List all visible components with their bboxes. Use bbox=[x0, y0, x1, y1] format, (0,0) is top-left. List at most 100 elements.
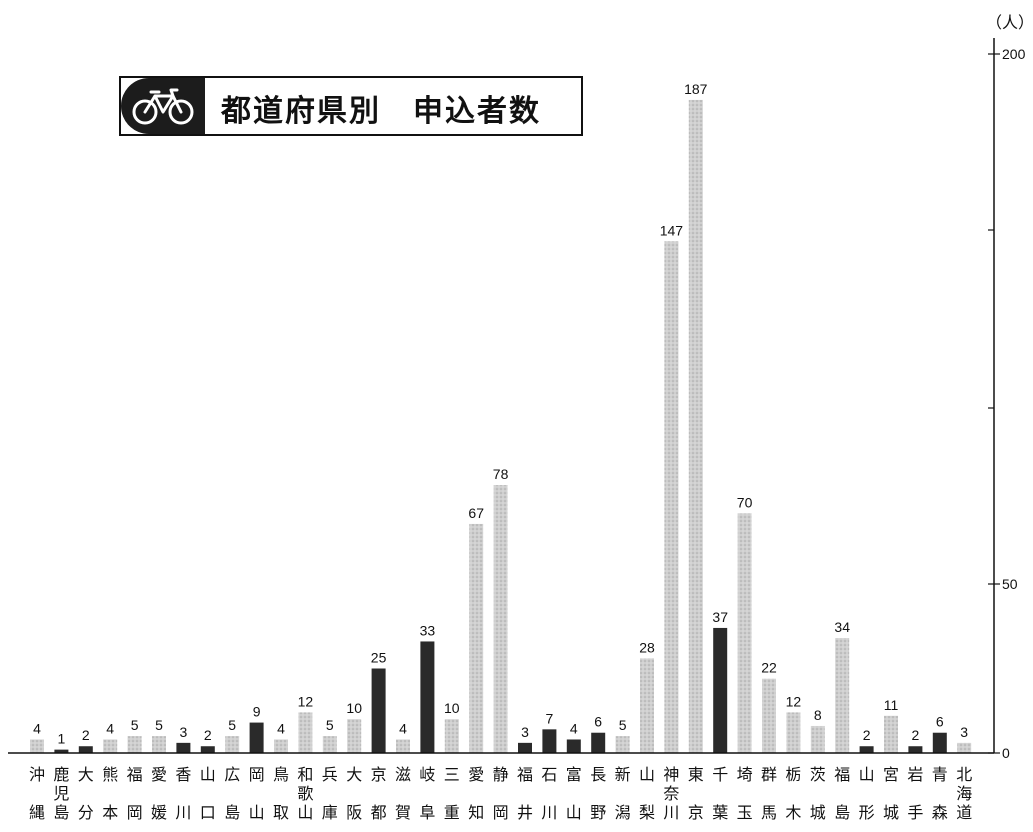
bar-山梨 bbox=[640, 658, 654, 753]
category-label-大分: 大分 bbox=[78, 765, 94, 822]
y-axis-unit-label: （人） bbox=[986, 13, 1033, 32]
bar-鳥取 bbox=[274, 739, 288, 753]
category-label-埼玉: 埼玉 bbox=[737, 765, 753, 822]
bar-長野 bbox=[591, 732, 606, 753]
category-label-新潟: 新潟 bbox=[615, 765, 631, 822]
data-label-北海道: 3 bbox=[960, 724, 968, 740]
category-label-福島: 福島 bbox=[834, 765, 850, 822]
bar-岐阜 bbox=[420, 641, 435, 753]
category-label-熊本: 熊本 bbox=[102, 765, 118, 822]
bar-栃木 bbox=[786, 712, 801, 753]
category-label-静岡: 静岡 bbox=[493, 765, 509, 822]
data-label-兵庫: 5 bbox=[326, 717, 334, 733]
data-label-岡山: 9 bbox=[253, 704, 261, 720]
data-label-東京: 187 bbox=[684, 81, 708, 97]
category-label-鹿児島: 鹿児島 bbox=[53, 765, 69, 822]
data-label-愛媛: 5 bbox=[155, 717, 163, 733]
data-label-宮城: 11 bbox=[884, 697, 899, 713]
data-label-千葉: 37 bbox=[712, 609, 728, 625]
category-label-東京: 東京 bbox=[688, 765, 704, 822]
category-label-滋賀: 滋賀 bbox=[395, 765, 411, 822]
bar-茨城 bbox=[810, 725, 825, 753]
data-label-鳥取: 4 bbox=[277, 720, 285, 736]
category-label-和歌山: 和歌山 bbox=[297, 765, 313, 822]
category-label-山口: 山口 bbox=[200, 765, 216, 822]
category-label-栃木: 栃木 bbox=[785, 765, 801, 822]
data-label-福岡: 5 bbox=[131, 717, 139, 733]
category-label-岐阜: 岐阜 bbox=[419, 765, 435, 822]
category-label-群馬: 群馬 bbox=[761, 765, 777, 822]
bar-岡山 bbox=[249, 722, 264, 753]
bar-和歌山 bbox=[298, 712, 313, 753]
data-label-福井: 3 bbox=[521, 724, 529, 740]
bar-北海道 bbox=[957, 742, 972, 753]
data-label-鹿児島: 1 bbox=[58, 731, 66, 747]
data-label-和歌山: 12 bbox=[298, 693, 314, 709]
data-label-山梨: 28 bbox=[639, 639, 655, 655]
data-label-山形: 2 bbox=[863, 727, 871, 743]
category-label-岡山: 岡山 bbox=[249, 765, 265, 822]
data-label-三重: 10 bbox=[444, 700, 460, 716]
category-label-茨城: 茨城 bbox=[810, 765, 826, 822]
chart-title-box: 都道府県別 申込者数 bbox=[119, 76, 583, 136]
category-label-神奈川: 神奈川 bbox=[663, 765, 679, 822]
bar-香川 bbox=[176, 742, 191, 753]
bar-富山 bbox=[566, 739, 581, 753]
data-label-熊本: 4 bbox=[106, 720, 114, 736]
category-label-福岡: 福岡 bbox=[127, 765, 143, 822]
data-label-神奈川: 147 bbox=[660, 222, 684, 238]
data-label-広島: 5 bbox=[228, 717, 236, 733]
data-label-栃木: 12 bbox=[786, 693, 802, 709]
y-tick-label-200: 200 bbox=[1002, 46, 1026, 62]
bar-大阪 bbox=[347, 719, 362, 753]
bar-福岡 bbox=[127, 736, 142, 753]
bar-山形 bbox=[859, 746, 874, 753]
y-tick-label-0: 0 bbox=[1002, 745, 1010, 761]
category-label-沖縄: 沖縄 bbox=[29, 765, 45, 822]
bar-東京 bbox=[688, 99, 703, 753]
data-label-大分: 2 bbox=[82, 727, 90, 743]
bar-神奈川 bbox=[664, 241, 679, 753]
category-label-香川: 香川 bbox=[175, 765, 191, 822]
bar-青森 bbox=[932, 732, 947, 753]
bar-愛媛 bbox=[152, 736, 166, 753]
bar-愛知 bbox=[469, 523, 484, 753]
bar-滋賀 bbox=[396, 739, 410, 753]
category-label-山梨: 山梨 bbox=[639, 765, 655, 822]
category-label-福井: 福井 bbox=[517, 765, 533, 822]
bar-福島 bbox=[835, 638, 850, 753]
category-label-青森: 青森 bbox=[932, 765, 948, 822]
bar-熊本 bbox=[103, 739, 118, 753]
data-label-京都: 25 bbox=[371, 650, 387, 666]
category-label-三重: 三重 bbox=[444, 765, 460, 822]
category-label-広島: 広島 bbox=[224, 765, 240, 822]
bar-鹿児島 bbox=[54, 749, 69, 753]
bar-宮城 bbox=[884, 715, 898, 753]
bar-千葉 bbox=[713, 627, 728, 753]
data-label-石川: 7 bbox=[546, 710, 554, 726]
data-label-静岡: 78 bbox=[493, 466, 509, 482]
bar-岩手 bbox=[908, 746, 923, 753]
category-label-北海道: 北海道 bbox=[956, 765, 972, 822]
data-label-大阪: 10 bbox=[346, 700, 362, 716]
bar-兵庫 bbox=[322, 736, 337, 753]
data-label-茨城: 8 bbox=[814, 707, 822, 723]
bar-群馬 bbox=[762, 678, 776, 753]
data-label-岐阜: 33 bbox=[420, 622, 436, 638]
data-label-山口: 2 bbox=[204, 727, 212, 743]
category-label-長野: 長野 bbox=[590, 765, 606, 822]
data-label-青森: 6 bbox=[936, 714, 944, 730]
data-label-香川: 3 bbox=[180, 724, 188, 740]
category-label-大阪: 大阪 bbox=[346, 765, 362, 822]
bar-大分 bbox=[78, 746, 93, 753]
data-label-福島: 34 bbox=[834, 619, 850, 635]
bicycle-icon bbox=[121, 78, 205, 134]
data-label-岩手: 2 bbox=[912, 727, 920, 743]
category-label-鳥取: 鳥取 bbox=[273, 765, 289, 822]
bar-京都 bbox=[371, 668, 386, 753]
bar-三重 bbox=[444, 719, 459, 753]
bar-埼玉 bbox=[737, 513, 752, 753]
bar-新潟 bbox=[615, 736, 630, 753]
data-label-沖縄: 4 bbox=[33, 720, 41, 736]
